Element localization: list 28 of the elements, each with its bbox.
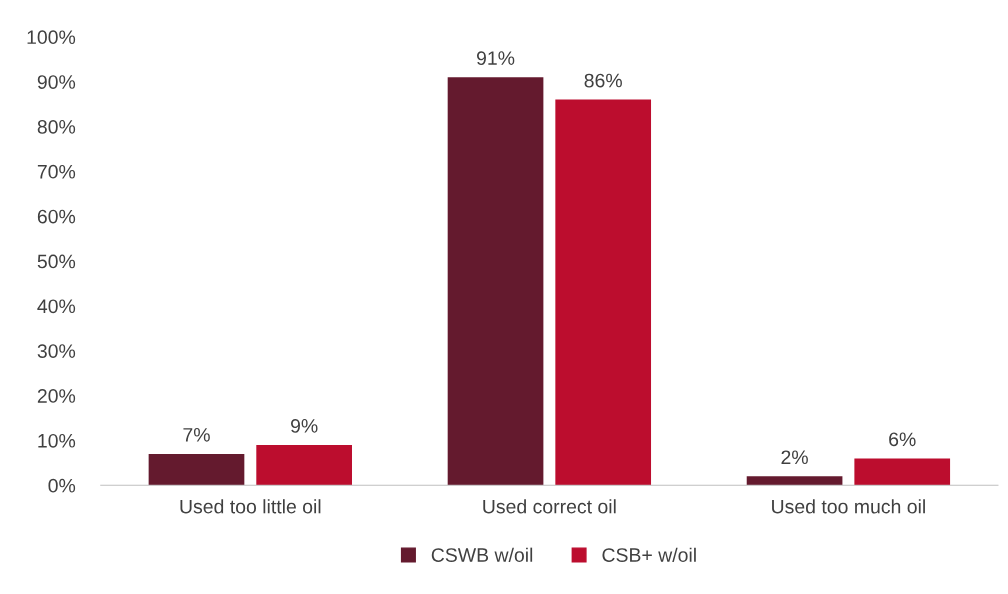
y-tick-label: 90% bbox=[37, 75, 76, 89]
bar bbox=[256, 444, 352, 486]
y-tick-label: 70% bbox=[37, 164, 76, 179]
data-label: 7% bbox=[183, 428, 210, 442]
x-tick-label: Used too much oil bbox=[772, 499, 925, 514]
y-tick-label: 10% bbox=[38, 433, 76, 448]
y-tick-label: 20% bbox=[37, 389, 76, 403]
x-tick-label: Used too little oil bbox=[180, 499, 321, 514]
y-tick-label: 40% bbox=[37, 299, 76, 314]
y-tick-label: 60% bbox=[37, 209, 76, 224]
x-tick-label: Used correct oil bbox=[483, 499, 616, 514]
legend-label: CSWB w/oil bbox=[431, 547, 533, 562]
data-label: 9% bbox=[291, 418, 318, 433]
data-label: 86% bbox=[584, 73, 622, 88]
bar bbox=[148, 453, 245, 486]
y-tick-label: 30% bbox=[37, 344, 76, 358]
y-tick-label: 100% bbox=[27, 30, 76, 45]
data-label: 6% bbox=[889, 432, 916, 447]
bar bbox=[746, 476, 843, 486]
y-tick-label: 80% bbox=[37, 119, 76, 134]
y-tick-label: 0% bbox=[48, 478, 76, 493]
bar bbox=[555, 99, 652, 486]
data-label: 91% bbox=[476, 51, 515, 66]
bar bbox=[447, 77, 544, 486]
y-tick-label: 50% bbox=[37, 254, 76, 269]
bar bbox=[854, 458, 951, 486]
data-label: 2% bbox=[781, 450, 808, 465]
legend-label: CSB+ w/oil bbox=[602, 547, 696, 562]
